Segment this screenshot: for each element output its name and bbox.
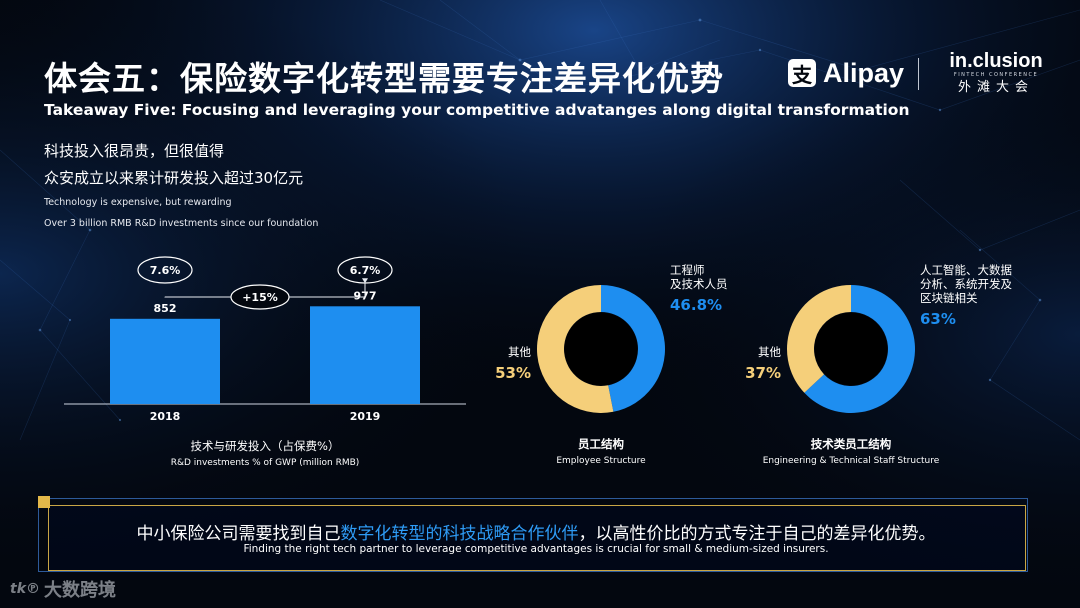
watermark-text: 大数跨境 [44, 580, 117, 601]
growth-label: +15% [242, 291, 278, 304]
footer-statement-en: Finding the right tech partner to levera… [243, 543, 829, 555]
chart-donut1-slice-value-0: 46.8% [670, 296, 722, 314]
chart-donut2-title: 技术类员工结构 [811, 437, 892, 451]
tagline-en-line2: Over 3 billion RMB R&D investments since… [44, 218, 319, 229]
tagline-en-line1: Technology is expensive, but rewarding [44, 197, 232, 208]
tagline-cn-line2: 众安成立以来累计研发投入超过30亿元 [44, 169, 304, 187]
bar-2019 [310, 306, 420, 404]
chart-donut1-slice-0 [601, 285, 665, 412]
chart-donut2-slice-1 [787, 285, 851, 393]
chart-donut2-subtitle: Engineering & Technical Staff Structure [763, 456, 940, 466]
growth-arrow-head [362, 278, 368, 284]
watermark-icon: tk℗ [10, 581, 41, 597]
chart-donut2-slice-0 [804, 285, 915, 413]
footer-cn-part2: ，以高性价比的方式专注于自己的差异化优势。 [578, 524, 936, 544]
bar-value-label-2018: 852 [154, 302, 177, 315]
inclusion-logo: in.clusion FINTECH CONFERENCE 外滩大会 [944, 51, 1048, 97]
footer-statement-cn: 中小保险公司需要找到自己数字化转型的科技战略合作伙伴，以高性价比的方式专注于自己… [48, 519, 1024, 544]
page-subtitle: Takeaway Five: Focusing and leveraging y… [44, 101, 910, 119]
chart-donut2-slice-label-1-0: 其他 [758, 345, 781, 359]
percent-label-2018: 7.6% [150, 264, 181, 277]
chart-donut1-hole [564, 312, 638, 386]
chart-donut1-slice-label-0-1: 及技术人员 [670, 277, 728, 291]
x-tick-label-2019: 2019 [350, 410, 381, 423]
chart-donut1-subtitle: Employee Structure [556, 456, 646, 466]
inclusion-logo-main: in.clusion [949, 50, 1043, 72]
footer-banner [48, 505, 1026, 571]
inclusion-logo-sub: FINTECH CONFERENCE [953, 72, 1039, 78]
chart-donut2-slice-label-0-2: 区块链相关 [920, 291, 978, 305]
chart-donut2-slice-value-1: 37% [745, 364, 781, 382]
chart-donut1-slice-label-1-0: 其他 [508, 345, 531, 359]
chart-donut1-slice-value-1: 53% [495, 364, 531, 382]
footer-cn-highlight: 数字化转型的科技战略合作伙伴 [340, 524, 579, 544]
alipay-icon: 支 [788, 59, 816, 87]
chart-donut1-slice-1 [536, 285, 614, 413]
tagline-cn-line1: 科技投入很昂贵，但很值得 [44, 142, 225, 160]
percent-label-2019: 6.7% [350, 264, 381, 277]
logo-divider [918, 58, 919, 90]
footer-cn-part1: 中小保险公司需要找到自己 [136, 524, 341, 544]
alipay-logo: 支 Alipay [788, 56, 904, 90]
footer-frame-outer [38, 498, 1028, 572]
bar-2018 [110, 318, 220, 404]
watermark: tk℗ 大数跨境 [10, 576, 116, 602]
chart-donut2-hole [814, 312, 888, 386]
chart-donut2-slice-label-0-0: 人工智能、大数据 [920, 263, 1012, 277]
bar-chart-subtitle: R&D investments % of GWP (million RMB) [171, 458, 360, 468]
footer-accent-square [38, 496, 50, 508]
alipay-logo-text: Alipay [823, 57, 905, 88]
bar-chart-title: 技术与研发投入（占保费%） [191, 439, 340, 453]
percent-oval-2018 [137, 256, 193, 284]
chart-donut2-slice-label-0-1: 分析、系统开发及 [920, 277, 1012, 291]
chart-donut1-title: 员工结构 [578, 437, 624, 451]
chart-donut2-slice-value-0: 63% [920, 310, 956, 328]
chart-donut1-slice-label-0-0: 工程师 [670, 263, 705, 277]
page-title: 体会五：保险数字化转型需要专注差异化优势 [44, 59, 724, 98]
x-tick-label-2018: 2018 [150, 410, 181, 423]
inclusion-logo-cn: 外滩大会 [957, 80, 1034, 95]
growth-oval [230, 284, 290, 310]
